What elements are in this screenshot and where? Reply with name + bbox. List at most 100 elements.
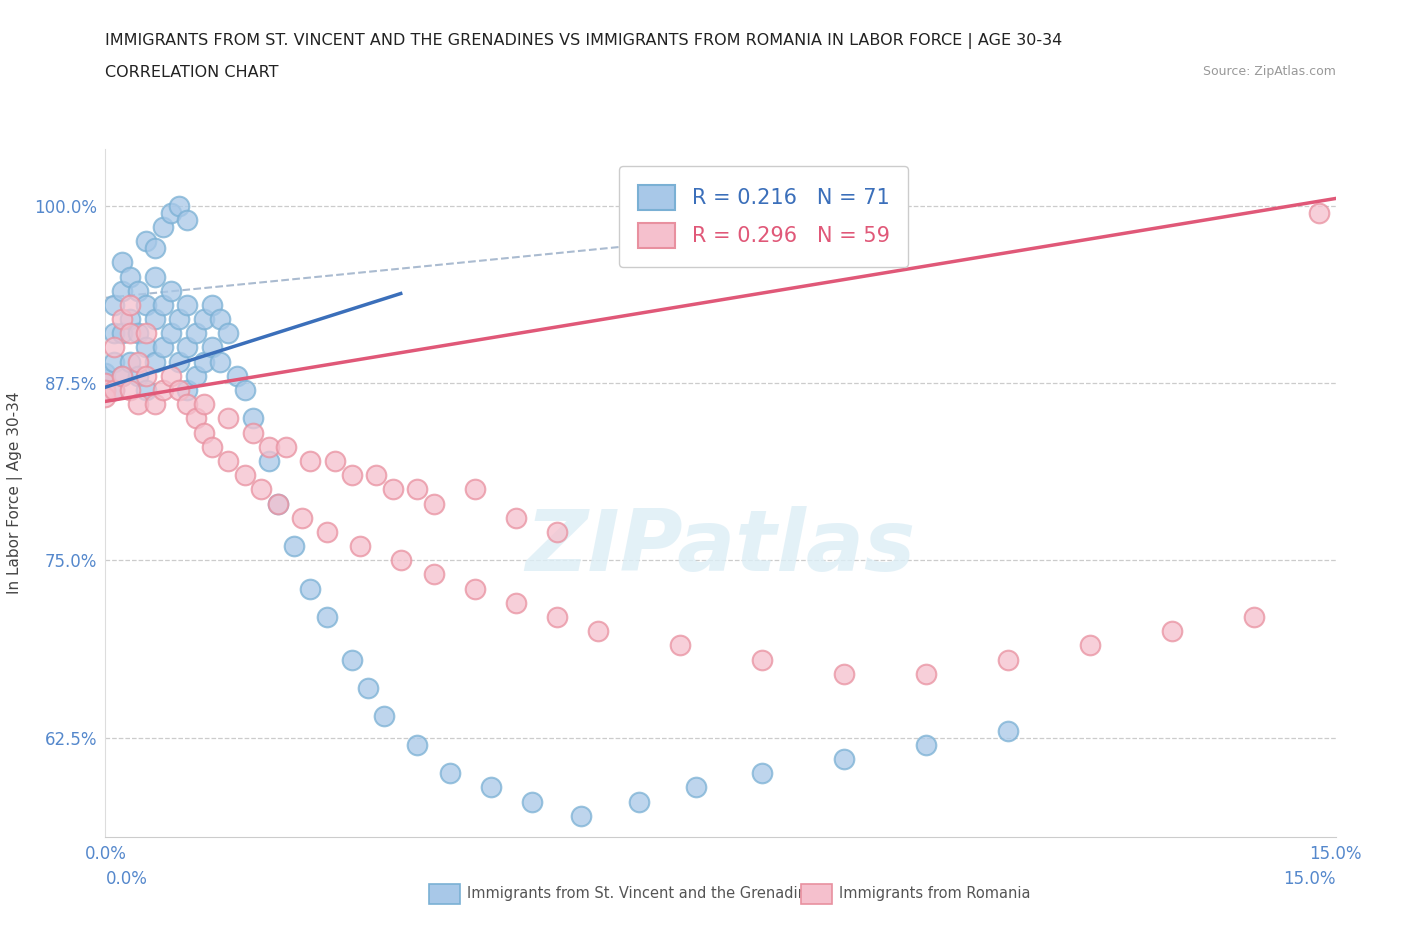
Point	[751, 765, 773, 780]
Point	[366, 468, 388, 483]
Point	[94, 382, 117, 397]
Point	[152, 382, 174, 397]
Point	[464, 482, 486, 497]
Point	[120, 326, 141, 340]
Point	[323, 454, 346, 469]
Point	[160, 284, 183, 299]
Point	[160, 326, 183, 340]
Point	[242, 411, 264, 426]
Point	[143, 312, 166, 326]
Text: 0.0%: 0.0%	[105, 870, 148, 887]
Point	[176, 397, 198, 412]
Point	[225, 368, 247, 383]
Point	[193, 354, 215, 369]
Point	[135, 326, 157, 340]
Point	[193, 425, 215, 440]
Point	[373, 709, 395, 724]
Point	[479, 780, 502, 795]
Point	[120, 312, 141, 326]
Point	[94, 365, 117, 380]
Point	[291, 511, 314, 525]
Point	[169, 312, 191, 326]
Text: 15.0%: 15.0%	[1284, 870, 1336, 887]
Point	[127, 326, 149, 340]
Point	[627, 794, 650, 809]
Point	[193, 312, 215, 326]
Point	[103, 340, 125, 355]
Point	[103, 382, 125, 397]
Point	[94, 376, 117, 391]
Point	[464, 581, 486, 596]
Point	[111, 284, 134, 299]
Text: ZIPatlas: ZIPatlas	[526, 507, 915, 590]
Point	[127, 368, 149, 383]
Point	[135, 298, 157, 312]
Point	[143, 269, 166, 284]
Point	[169, 354, 191, 369]
Point	[389, 552, 412, 567]
Point	[1308, 206, 1330, 220]
Point	[997, 652, 1019, 667]
Point	[274, 439, 297, 454]
Point	[218, 411, 240, 426]
Point	[505, 511, 527, 525]
Point	[152, 298, 174, 312]
Point	[103, 298, 125, 312]
Point	[94, 390, 117, 405]
Point	[250, 482, 273, 497]
Point	[242, 425, 264, 440]
Point	[997, 724, 1019, 738]
Point	[1243, 610, 1265, 625]
Point	[668, 638, 690, 653]
Point	[143, 354, 166, 369]
Point	[135, 340, 157, 355]
Point	[751, 652, 773, 667]
Point	[505, 595, 527, 610]
Text: Source: ZipAtlas.com: Source: ZipAtlas.com	[1202, 65, 1336, 78]
Point	[103, 354, 125, 369]
Point	[120, 269, 141, 284]
Point	[152, 219, 174, 234]
Point	[127, 397, 149, 412]
Point	[111, 255, 134, 270]
Point	[169, 382, 191, 397]
Point	[316, 610, 339, 625]
Point	[259, 439, 281, 454]
Point	[233, 382, 256, 397]
Point	[267, 496, 290, 511]
Point	[103, 326, 125, 340]
Point	[349, 538, 371, 553]
Point	[422, 496, 444, 511]
Point	[422, 567, 444, 582]
Point	[340, 652, 363, 667]
Point	[127, 284, 149, 299]
Point	[111, 326, 134, 340]
Point	[127, 354, 149, 369]
Text: Immigrants from Romania: Immigrants from Romania	[839, 886, 1031, 901]
Point	[135, 382, 157, 397]
Point	[299, 454, 322, 469]
Text: CORRELATION CHART: CORRELATION CHART	[105, 65, 278, 80]
Point	[685, 780, 707, 795]
Point	[546, 525, 568, 539]
Point	[406, 737, 429, 752]
Point	[316, 525, 339, 539]
Point	[259, 454, 281, 469]
Y-axis label: In Labor Force | Age 30-34: In Labor Force | Age 30-34	[7, 392, 22, 594]
Point	[233, 468, 256, 483]
Point	[160, 206, 183, 220]
Point	[357, 681, 380, 696]
Point	[914, 737, 936, 752]
Point	[184, 368, 207, 383]
Point	[586, 624, 609, 639]
Text: Immigrants from St. Vincent and the Grenadines: Immigrants from St. Vincent and the Gren…	[467, 886, 824, 901]
Point	[176, 340, 198, 355]
Point	[193, 397, 215, 412]
Point	[439, 765, 461, 780]
Point	[340, 468, 363, 483]
Point	[94, 376, 117, 391]
Point	[176, 382, 198, 397]
Point	[218, 454, 240, 469]
Point	[94, 371, 117, 386]
Point	[143, 397, 166, 412]
